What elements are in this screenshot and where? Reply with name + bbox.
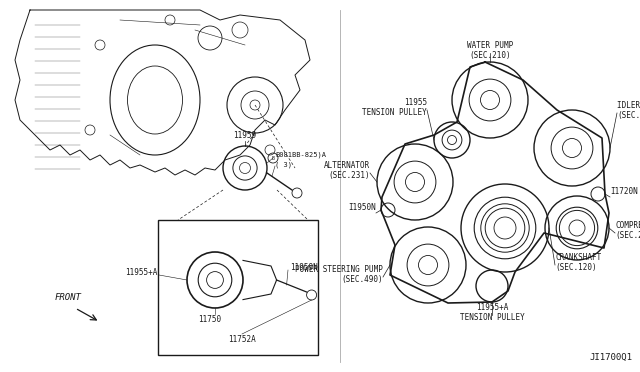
Text: 11955+A: 11955+A [476, 303, 508, 312]
Text: ALTERNATOR: ALTERNATOR [324, 161, 370, 170]
Text: FRONT: FRONT [55, 293, 82, 302]
Text: (SEC.210): (SEC.210) [469, 51, 511, 60]
Text: CRANKSHAFT: CRANKSHAFT [555, 253, 601, 262]
Text: B081BB-825)A: B081BB-825)A [275, 151, 326, 157]
Text: (SEC.490): (SEC.490) [341, 275, 383, 284]
Text: B: B [271, 155, 275, 160]
Text: 11955: 11955 [404, 98, 427, 107]
Text: TENSION PULLEY: TENSION PULLEY [460, 313, 524, 322]
Text: I1720N: I1720N [610, 187, 637, 196]
Text: ( 3): ( 3) [275, 161, 292, 167]
Text: 11750: 11750 [198, 315, 221, 324]
Text: JI1700Q1: JI1700Q1 [589, 353, 632, 362]
Text: (SEC.231): (SEC.231) [328, 171, 370, 180]
Text: 11959: 11959 [234, 131, 257, 140]
Text: TENSION PULLEY: TENSION PULLEY [362, 108, 427, 117]
Text: WATER PUMP: WATER PUMP [467, 41, 513, 50]
Text: (SEC.274): (SEC.274) [615, 231, 640, 240]
Text: 11955+A: 11955+A [125, 268, 157, 277]
Text: 11752A: 11752A [228, 335, 256, 344]
Text: POWER STEERING PUMP: POWER STEERING PUMP [295, 265, 383, 274]
Text: 11959N: 11959N [290, 263, 317, 272]
Text: IDLER PULLEY: IDLER PULLEY [617, 101, 640, 110]
Text: COMPRESSOR: COMPRESSOR [615, 221, 640, 230]
Bar [158, 220, 318, 355]
Text: I1950N: I1950N [348, 203, 376, 212]
Text: (SEC.275): (SEC.275) [617, 111, 640, 120]
Text: (SEC.120): (SEC.120) [555, 263, 596, 272]
